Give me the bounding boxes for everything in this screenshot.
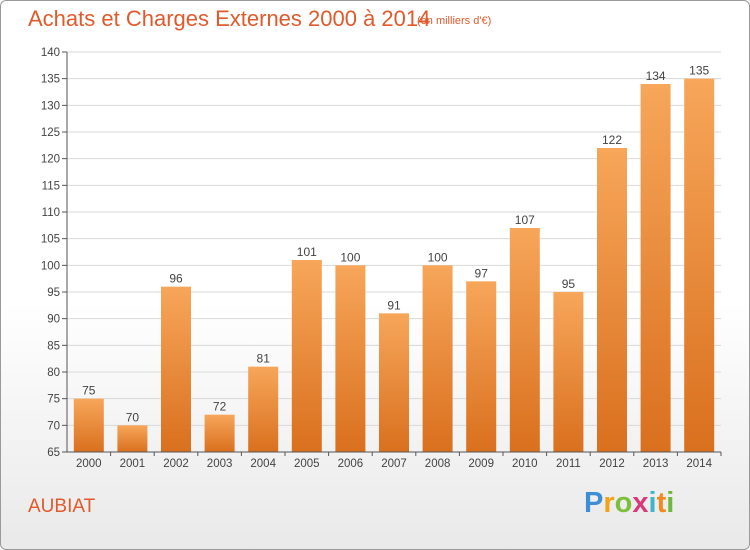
logo-letter: i <box>666 487 675 519</box>
x-tick-label-2004: 2004 <box>250 458 276 470</box>
y-tick-label: 90 <box>47 314 60 326</box>
logo-letter: t <box>656 487 667 519</box>
bar-2005 <box>291 260 322 452</box>
y-tick-label: 110 <box>42 207 60 219</box>
data-label-2013: 134 <box>646 69 666 83</box>
x-tick-label-2000: 2000 <box>76 458 102 470</box>
y-tick-label: 100 <box>41 260 60 272</box>
commune-name: AUBIAT <box>28 496 96 517</box>
bar-2001 <box>117 425 148 452</box>
x-tick-label-2002: 2002 <box>163 458 189 470</box>
y-tick-label: 130 <box>41 100 60 112</box>
bar-2014 <box>684 78 715 453</box>
x-tick-label-2006: 2006 <box>338 458 364 470</box>
x-tick-label-2003: 2003 <box>207 458 233 470</box>
data-label-2004: 81 <box>257 352 271 366</box>
x-tick-label-2008: 2008 <box>425 458 451 470</box>
data-label-2000: 75 <box>82 384 96 398</box>
logo-letter: x <box>632 487 649 519</box>
axes <box>62 51 722 456</box>
bar-2013 <box>640 84 671 452</box>
bar-2006 <box>335 265 366 452</box>
y-tick-label: 115 <box>42 180 60 192</box>
data-label-2014: 135 <box>689 64 709 78</box>
x-tick-label-2012: 2012 <box>599 458 625 470</box>
data-label-2006: 100 <box>340 250 360 264</box>
y-tick-label: 75 <box>47 394 60 406</box>
data-label-2002: 96 <box>169 272 183 286</box>
data-label-2007: 91 <box>387 298 401 312</box>
y-tick-label: 85 <box>47 340 60 352</box>
data-label-2008: 100 <box>428 250 448 264</box>
bar-2012 <box>597 148 627 452</box>
y-tick-label: 135 <box>41 74 60 86</box>
data-label-2005: 101 <box>297 245 317 259</box>
logo-letter: r <box>603 487 615 519</box>
bar-2007 <box>379 313 409 452</box>
bar-2010 <box>509 228 540 452</box>
x-tick-label-2005: 2005 <box>294 458 320 470</box>
x-tick-label-2009: 2009 <box>468 458 494 470</box>
data-label-2012: 122 <box>602 133 622 147</box>
bar-2004 <box>248 366 279 452</box>
data-label-2003: 72 <box>213 400 227 414</box>
labels: 65 70 75 80 85 90 95 100 105 110 115 120 125 130 135 14… <box>41 47 713 470</box>
y-tick-label: 105 <box>41 234 60 246</box>
bar-2000 <box>73 398 104 452</box>
bar-2003 <box>204 414 235 452</box>
x-tick-label-2013: 2013 <box>643 458 669 470</box>
x-tick-label-2007: 2007 <box>381 458 407 470</box>
x-tick-label-2011: 2011 <box>556 458 581 470</box>
chart-subtitle: (en milliers d'€) <box>417 15 492 27</box>
y-tick-label: 80 <box>47 367 60 379</box>
bar-2011 <box>553 292 584 452</box>
y-tick-label: 125 <box>41 127 60 139</box>
data-label-2009: 97 <box>475 266 489 280</box>
y-tick-label: 120 <box>41 154 60 166</box>
logo-letter: P <box>584 487 604 519</box>
proxiti-logo: Proxiti <box>584 487 674 520</box>
x-tick-label-2010: 2010 <box>512 458 538 470</box>
bar-2008 <box>422 265 453 452</box>
bar-2009 <box>466 281 497 452</box>
y-tick-label: 95 <box>47 287 60 299</box>
logo-letter: o <box>614 487 633 519</box>
logo-letter: i <box>648 487 657 519</box>
y-tick-label: 140 <box>41 47 60 59</box>
x-tick-label-2014: 2014 <box>686 458 712 470</box>
bar-2002 <box>161 286 191 452</box>
data-label-2011: 95 <box>562 277 576 291</box>
data-label-2001: 70 <box>126 410 140 424</box>
y-tick-label: 70 <box>47 420 60 432</box>
y-tick-label: 65 <box>47 447 60 459</box>
x-tick-label-2001: 2001 <box>120 458 146 470</box>
bars <box>73 78 715 453</box>
data-label-2010: 107 <box>515 213 535 227</box>
chart-title: Achats et Charges Externes 2000 à 2014 <box>28 6 431 31</box>
